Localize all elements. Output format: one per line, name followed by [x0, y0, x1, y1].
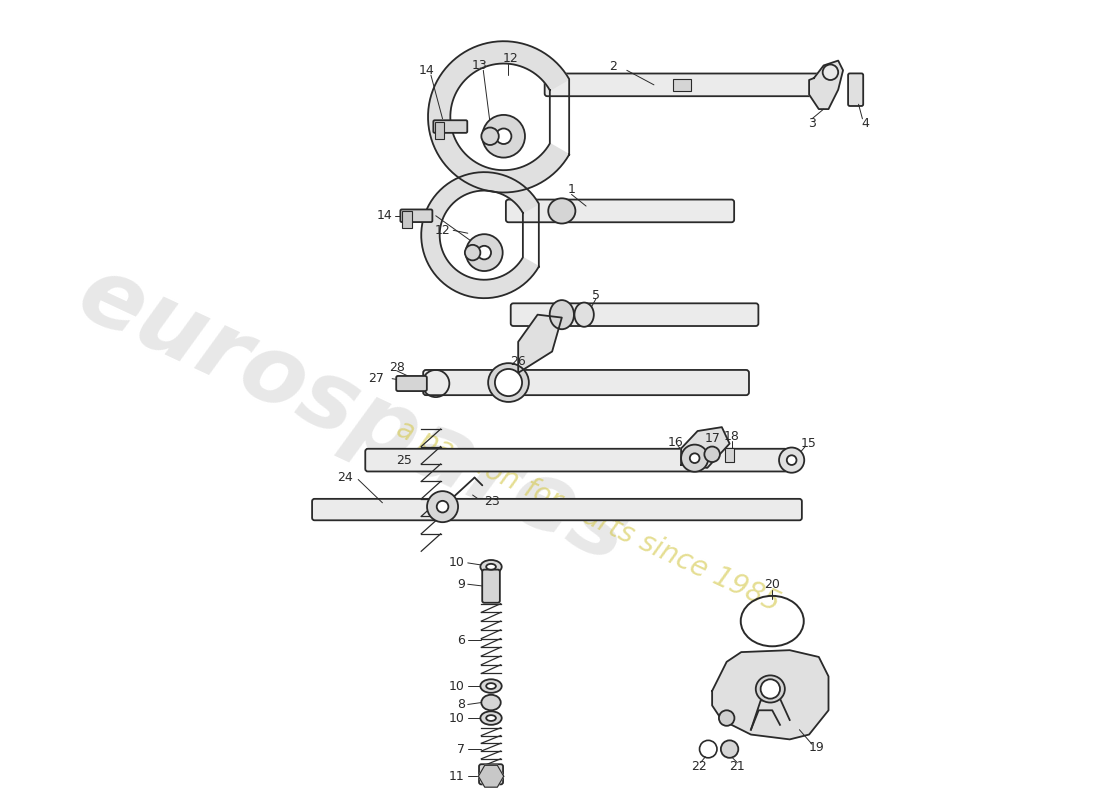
Bar — [673, 79, 691, 90]
FancyBboxPatch shape — [478, 764, 503, 784]
Text: 2: 2 — [609, 60, 617, 73]
Text: 25: 25 — [396, 454, 411, 466]
Text: 21: 21 — [729, 760, 745, 773]
Text: 9: 9 — [456, 578, 465, 590]
FancyBboxPatch shape — [544, 74, 822, 96]
Circle shape — [465, 234, 503, 271]
FancyBboxPatch shape — [396, 376, 427, 391]
Ellipse shape — [481, 679, 502, 693]
Ellipse shape — [756, 675, 785, 702]
Polygon shape — [478, 766, 504, 787]
Circle shape — [786, 455, 796, 465]
FancyBboxPatch shape — [848, 74, 864, 106]
Text: 19: 19 — [808, 741, 825, 754]
Circle shape — [427, 491, 458, 522]
Ellipse shape — [482, 694, 500, 710]
Text: 26: 26 — [510, 354, 526, 368]
FancyBboxPatch shape — [400, 210, 432, 222]
FancyBboxPatch shape — [433, 120, 468, 133]
Bar — [434, 122, 444, 139]
Polygon shape — [810, 61, 843, 109]
Text: 14: 14 — [418, 64, 433, 77]
Circle shape — [720, 740, 738, 758]
Ellipse shape — [486, 715, 496, 721]
Circle shape — [465, 245, 481, 260]
Text: 27: 27 — [367, 372, 384, 385]
Ellipse shape — [548, 198, 575, 223]
Circle shape — [719, 710, 735, 726]
Circle shape — [495, 369, 522, 396]
Ellipse shape — [574, 302, 594, 326]
Text: 17: 17 — [704, 432, 720, 446]
Ellipse shape — [550, 300, 574, 330]
Circle shape — [760, 679, 780, 698]
Bar — [725, 449, 735, 462]
Text: 13: 13 — [417, 210, 433, 222]
Circle shape — [823, 65, 838, 80]
Text: 24: 24 — [338, 471, 353, 484]
Text: 18: 18 — [724, 430, 739, 443]
Polygon shape — [681, 427, 729, 468]
Text: eurospares: eurospares — [63, 247, 644, 583]
Circle shape — [681, 445, 708, 472]
Ellipse shape — [486, 683, 496, 689]
FancyBboxPatch shape — [312, 499, 802, 520]
Text: 12: 12 — [503, 52, 518, 65]
Text: 14: 14 — [376, 210, 392, 222]
Text: 10: 10 — [449, 711, 465, 725]
Ellipse shape — [486, 564, 496, 570]
Text: 28: 28 — [389, 361, 405, 374]
Text: 10: 10 — [449, 679, 465, 693]
Text: 23: 23 — [484, 495, 500, 508]
Text: 20: 20 — [764, 578, 780, 590]
FancyBboxPatch shape — [506, 199, 734, 222]
FancyBboxPatch shape — [510, 303, 758, 326]
FancyBboxPatch shape — [482, 570, 499, 602]
Ellipse shape — [481, 711, 502, 725]
Circle shape — [496, 129, 512, 144]
Polygon shape — [712, 650, 828, 739]
Text: a passion for parts since 1985: a passion for parts since 1985 — [392, 415, 784, 618]
Circle shape — [482, 115, 525, 158]
Text: 15: 15 — [801, 437, 817, 450]
Text: 1: 1 — [568, 183, 575, 196]
Text: 6: 6 — [456, 634, 465, 647]
Text: 16: 16 — [668, 436, 683, 449]
Polygon shape — [428, 42, 569, 193]
Bar — [402, 211, 411, 228]
Ellipse shape — [488, 363, 529, 402]
Circle shape — [482, 127, 498, 145]
FancyBboxPatch shape — [424, 370, 749, 395]
Text: 22: 22 — [691, 760, 706, 773]
Text: 11: 11 — [449, 770, 465, 782]
Text: 13: 13 — [472, 59, 487, 72]
FancyBboxPatch shape — [365, 449, 788, 471]
Circle shape — [779, 447, 804, 473]
Circle shape — [477, 246, 491, 259]
Polygon shape — [518, 314, 562, 373]
Text: 3: 3 — [808, 117, 816, 130]
Polygon shape — [421, 172, 539, 298]
Text: 5: 5 — [592, 289, 600, 302]
Circle shape — [690, 454, 700, 463]
Text: 12: 12 — [434, 224, 450, 237]
Text: 8: 8 — [456, 698, 465, 711]
Circle shape — [437, 501, 449, 513]
Circle shape — [704, 446, 719, 462]
Text: 7: 7 — [456, 742, 465, 755]
Text: 10: 10 — [449, 557, 465, 570]
Text: 4: 4 — [861, 117, 869, 130]
Ellipse shape — [481, 560, 502, 574]
